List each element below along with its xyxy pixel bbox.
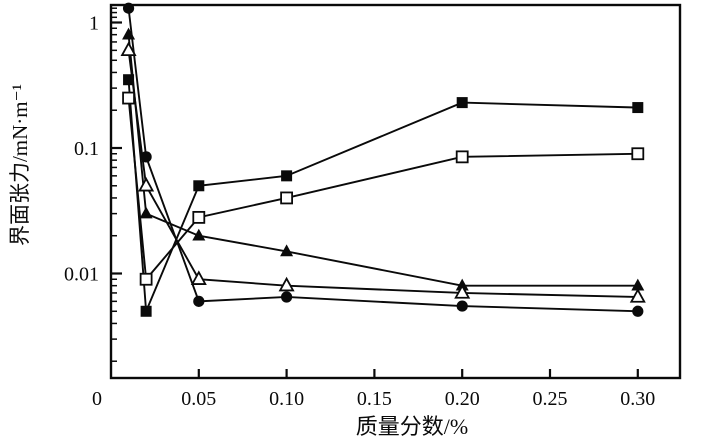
open-square-series-line [127, 97, 638, 282]
open-triangle-marker [138, 176, 155, 192]
open-triangle-marker [120, 41, 137, 57]
filled-square-marker [193, 180, 205, 192]
filled-triangle-marker [280, 244, 294, 257]
y-tick-label: 0.1 [74, 138, 99, 160]
series-markers [120, 2, 646, 317]
filled-square-marker [140, 305, 152, 317]
filled-circle-marker [140, 151, 152, 163]
x-tick-label: 0 [92, 388, 102, 410]
filled-circle-series-line [127, 8, 638, 313]
open-square-marker [192, 210, 206, 224]
filled-square-marker [281, 170, 293, 182]
filled-circle-marker [632, 305, 644, 317]
y-tick-label: 0.01 [64, 264, 99, 286]
filled-triangle-marker [192, 228, 206, 241]
filled-square-series [123, 74, 644, 317]
filled-triangle-marker [139, 206, 153, 219]
open-triangle-series-line [127, 50, 638, 298]
x-tick-label: 0.30 [620, 388, 655, 410]
x-tick-label: 0.10 [269, 388, 304, 410]
open-square-marker [139, 272, 153, 286]
filled-square-marker [456, 97, 468, 109]
open-triangle-marker [454, 284, 471, 299]
open-square-marker [631, 147, 645, 161]
open-square-series [122, 91, 645, 286]
open-triangle-marker [278, 276, 295, 292]
axis-ticks [111, 7, 639, 378]
filled-circle-marker [456, 300, 468, 312]
filled-square-marker [632, 102, 644, 114]
series-lines [127, 8, 638, 313]
filled-triangle-marker [631, 278, 645, 291]
open-triangle-marker [629, 288, 646, 303]
tick-labels: 1 0.1 0.01 0 0.05 0.10 0.15 0.20 0.25 0.30 [64, 13, 655, 411]
filled-square-series-line [127, 79, 638, 312]
filled-triangle-marker [122, 27, 136, 40]
x-tick-label: 0.05 [181, 388, 216, 410]
filled-circle-marker [281, 291, 293, 303]
filled-square-marker [123, 74, 135, 86]
x-tick-label: 0.20 [445, 388, 480, 410]
filled-circle-marker [193, 295, 205, 307]
filled-circle-series [122, 2, 644, 317]
x-tick-label: 0.15 [357, 388, 392, 410]
y-axis-title: 界面张力/mN·m⁻¹ [8, 83, 32, 247]
open-square-marker [455, 150, 469, 164]
filled-triangle-series [122, 27, 645, 291]
open-square-marker [122, 91, 135, 105]
filled-circle-marker [122, 2, 135, 14]
plot-frame [109, 3, 682, 380]
y-tick-label: 1 [89, 13, 99, 35]
x-axis-title: 质量分数/% [355, 414, 469, 439]
open-square-marker [280, 191, 294, 205]
filled-triangle-series-line [127, 34, 638, 287]
x-tick-label: 0.25 [533, 388, 568, 410]
open-triangle-marker [190, 270, 207, 285]
open-triangle-series [120, 41, 646, 303]
